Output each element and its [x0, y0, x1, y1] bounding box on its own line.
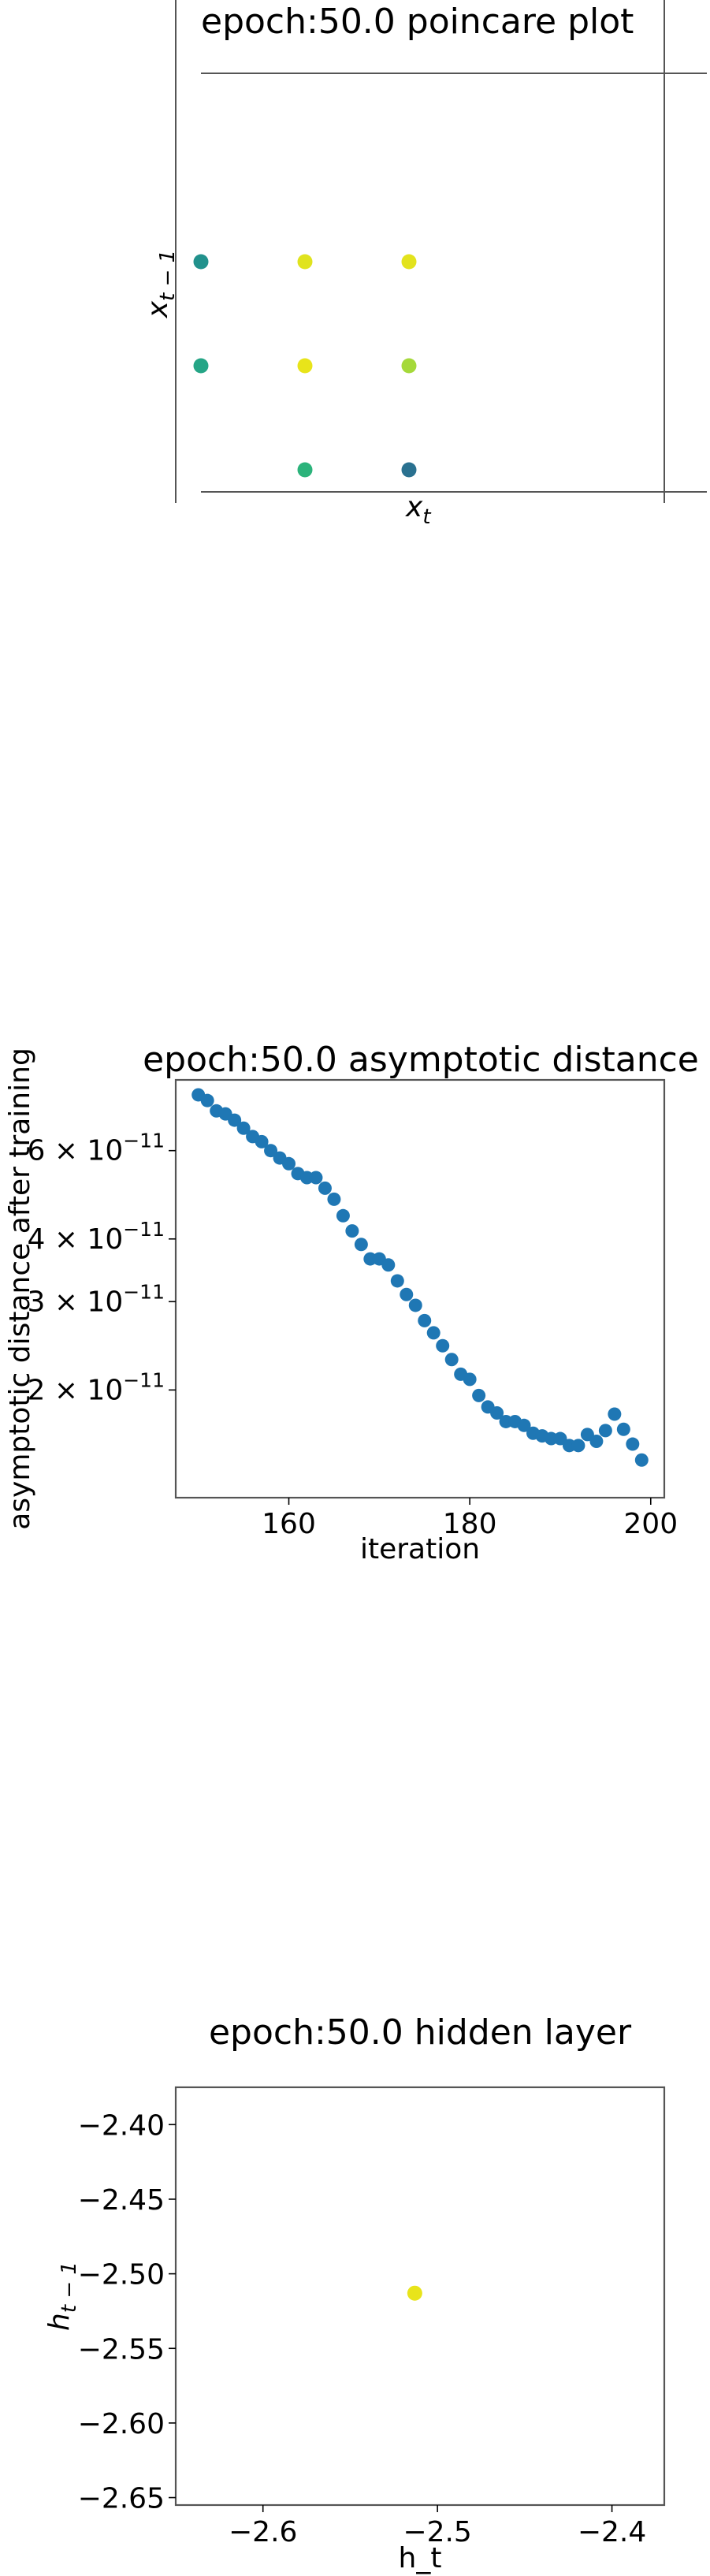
asymptotic-point-8 — [264, 1144, 278, 1158]
hidden-layer-ytick-label: −2.50 — [78, 2259, 165, 2291]
hidden-layer-ylabel: ht − 1 — [43, 2261, 81, 2331]
asymptotic-point-49 — [634, 1453, 649, 1467]
asymptotic-xtick-label: 200 — [623, 1508, 678, 1540]
asymptotic-points — [191, 1088, 649, 1467]
poincare-point-7 — [401, 462, 417, 478]
asymptotic-point-1 — [200, 1093, 214, 1107]
asymptotic-point-10 — [282, 1156, 296, 1171]
asymptotic-chart: epoch:50.0 asymptotic distance 160 180 200… — [4, 1040, 699, 1565]
asymptotic-point-48 — [626, 1437, 640, 1451]
asymptotic-xlabel: iteration — [360, 1533, 480, 1565]
asymptotic-yticks: 2 × 10−11 3 × 10−11 4 × 10−11 6 × 10−11 — [27, 1130, 176, 1406]
asymptotic-point-26 — [426, 1326, 440, 1340]
poincare-xlabel: xt — [405, 491, 431, 529]
poincare-point-0 — [193, 254, 209, 270]
hidden-layer-yticks: −2.40 −2.45 −2.50 −2.55 −2.60 −2.65 — [78, 2109, 176, 2515]
hidden-layer-xtick-label: −2.5 — [403, 2516, 471, 2548]
poincare-point-2 — [401, 254, 417, 270]
asymptotic-point-7 — [255, 1134, 269, 1148]
asymptotic-point-14 — [318, 1181, 332, 1195]
asymptotic-point-15 — [327, 1192, 341, 1206]
asymptotic-point-21 — [381, 1258, 396, 1272]
asymptotic-ytick-label: 3 × 10−11 — [27, 1280, 165, 1318]
asymptotic-ytick-label: 4 × 10−11 — [27, 1218, 165, 1256]
poincare-points — [193, 254, 417, 478]
asymptotic-point-13 — [309, 1171, 323, 1185]
hidden-layer-ytick-label: −2.40 — [78, 2109, 165, 2142]
asymptotic-point-46 — [608, 1407, 622, 1421]
hidden-layer-ytick-label: −2.55 — [78, 2333, 165, 2366]
asymptotic-point-4 — [228, 1113, 242, 1127]
asymptotic-point-25 — [418, 1313, 432, 1327]
poincare-chart: epoch:50.0 poincare plot xt xt − 1 — [142, 0, 707, 529]
asymptotic-point-22 — [390, 1274, 404, 1288]
hidden-layer-point-0 — [407, 2285, 422, 2301]
hidden-layer-ytick-label: −2.65 — [78, 2483, 165, 2515]
poincare-point-6 — [297, 462, 313, 478]
hidden-layer-ytick-label: −2.60 — [78, 2408, 165, 2440]
asymptotic-point-45 — [598, 1424, 612, 1438]
asymptotic-point-47 — [616, 1422, 630, 1436]
asymptotic-point-16 — [336, 1208, 350, 1223]
asymptotic-xticks: 160 180 200 — [262, 1498, 678, 1540]
asymptotic-point-24 — [408, 1298, 422, 1312]
hidden-layer-chart: epoch:50.0 hidden layer −2.6 −2.5 −2.4 −2.… — [43, 2012, 666, 2574]
asymptotic-point-18 — [354, 1238, 368, 1252]
hidden-layer-title: epoch:50.0 hidden layer — [209, 2012, 632, 2053]
asymptotic-point-31 — [472, 1388, 486, 1402]
asymptotic-point-30 — [463, 1372, 477, 1387]
asymptotic-point-17 — [345, 1224, 359, 1238]
hidden-layer-xticks: −2.6 −2.5 −2.4 — [229, 2505, 646, 2548]
poincare-point-4 — [297, 358, 313, 374]
asymptotic-ylabel: asymptotic distance after training — [4, 1048, 36, 1530]
asymptotic-point-40 — [553, 1431, 567, 1446]
poincare-point-3 — [193, 358, 209, 374]
asymptotic-point-5 — [236, 1121, 251, 1135]
hidden-layer-xtick-label: −2.6 — [229, 2516, 297, 2548]
poincare-point-1 — [297, 254, 313, 270]
asymptotic-point-28 — [444, 1353, 459, 1367]
asymptotic-point-44 — [589, 1435, 604, 1449]
poincare-ylabel: xt − 1 — [142, 250, 180, 318]
hidden-layer-xlabel: h_t — [399, 2542, 442, 2574]
asymptotic-point-23 — [400, 1287, 414, 1301]
asymptotic-xtick-label: 180 — [443, 1508, 497, 1540]
asymptotic-title: epoch:50.0 asymptotic distance — [143, 1040, 699, 1080]
hidden-layer-frame — [174, 2086, 666, 2507]
hidden-layer-ytick-label: −2.45 — [78, 2184, 165, 2217]
asymptotic-point-27 — [436, 1338, 450, 1353]
asymptotic-xtick-label: 160 — [262, 1508, 316, 1540]
asymptotic-point-36 — [517, 1418, 531, 1432]
hidden-layer-xtick-label: −2.4 — [578, 2516, 646, 2548]
asymptotic-ytick-label: 2 × 10−11 — [27, 1368, 165, 1406]
asymptotic-ytick-label: 6 × 10−11 — [27, 1130, 165, 1167]
asymptotic-point-42 — [571, 1439, 585, 1453]
hidden-layer-points — [407, 2285, 422, 2301]
asymptotic-point-33 — [490, 1405, 504, 1420]
asymptotic-frame — [174, 1078, 666, 1499]
poincare-title: epoch:50.0 poincare plot — [201, 2, 634, 42]
poincare-point-5 — [401, 358, 417, 374]
